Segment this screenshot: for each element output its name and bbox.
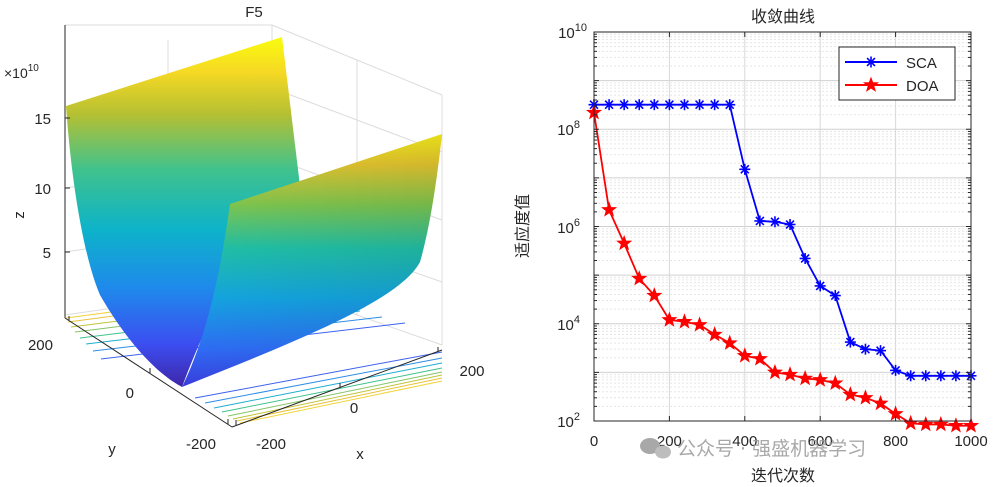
point-doa	[601, 201, 618, 217]
point-doa	[616, 234, 633, 251]
surface-z-tick-10: 10	[34, 181, 51, 198]
point-doa	[766, 363, 784, 380]
legend-sca-marker	[865, 56, 877, 68]
x-tick-0: 0	[590, 433, 598, 450]
y-tick-1e2: 102	[557, 411, 580, 431]
point-sca	[950, 370, 962, 382]
point-doa	[631, 270, 648, 286]
x-tick-600: 600	[808, 433, 833, 450]
point-sca	[890, 364, 902, 376]
surface-x-tick-200: 200	[459, 363, 484, 380]
point-doa	[932, 415, 949, 432]
point-sca	[754, 215, 766, 227]
x-tick-800: 800	[883, 433, 908, 450]
point-sca	[799, 252, 811, 264]
point-sca	[618, 99, 630, 111]
point-sca	[663, 99, 675, 111]
surface-y-tick-neg200: -200	[186, 436, 216, 453]
point-sca	[844, 336, 856, 348]
y-tick-1e6: 106	[557, 217, 580, 237]
surface-x-tick-neg200: -200	[256, 436, 286, 453]
point-sca	[905, 370, 917, 382]
point-sca	[829, 290, 841, 302]
point-sca	[694, 99, 706, 111]
point-doa	[947, 417, 964, 433]
legend-sca-label: SCA	[906, 55, 937, 72]
y-tick-1e8: 108	[557, 119, 580, 139]
point-doa	[721, 334, 738, 350]
watermark: 公众号 · 强盛机器学习	[640, 438, 866, 460]
convergence-x-label: 迭代次数	[751, 466, 815, 485]
point-doa	[917, 415, 934, 432]
y-tick-1e4: 104	[557, 314, 580, 334]
point-sca	[739, 163, 751, 175]
surface-z-tick-5: 5	[43, 245, 51, 262]
point-sca	[875, 345, 887, 357]
point-doa	[646, 287, 663, 303]
point-sca	[603, 99, 615, 111]
point-sca	[935, 370, 947, 382]
point-doa	[827, 374, 844, 391]
convergence-plot: 收敛曲线 迭代次数 适应度值 0 200 400 600 800 1000 10…	[513, 7, 988, 485]
surface-z-tick-15: 15	[34, 111, 51, 128]
point-doa	[751, 350, 768, 366]
convergence-series	[585, 99, 980, 433]
legend: SCA DOA	[838, 46, 956, 101]
point-sca	[724, 99, 736, 111]
surface-plot: F5 ×1010 15 10 5 z 200 0 -200 y -200 0 2…	[4, 4, 485, 463]
convergence-ticks	[593, 31, 972, 422]
point-doa	[661, 311, 678, 327]
point-sca	[769, 216, 781, 228]
point-sca	[814, 280, 826, 292]
convergence-y-label: 适应度值	[513, 194, 532, 258]
point-doa	[676, 313, 693, 329]
surface-x-label: x	[356, 446, 364, 463]
point-sca	[633, 99, 645, 111]
point-sca	[709, 99, 721, 111]
surface-y-tick-0: 0	[126, 385, 134, 402]
legend-sca-asterisk	[865, 56, 877, 68]
point-doa	[842, 386, 859, 402]
surface-y-tick-200: 200	[28, 337, 53, 354]
x-tick-1000: 1000	[954, 433, 987, 450]
surface-x-tick-0: 0	[350, 400, 358, 417]
surface-z-exponent: ×1010	[4, 63, 39, 81]
legend-doa-star	[862, 76, 880, 92]
point-sca	[648, 99, 660, 111]
point-doa	[691, 316, 708, 332]
surface-y-label: y	[108, 441, 116, 458]
point-doa	[872, 394, 889, 411]
point-doa	[857, 389, 874, 405]
legend-doa-label: DOA	[906, 78, 939, 95]
y-tick-1e10: 1010	[558, 22, 587, 42]
point-doa	[962, 417, 980, 433]
legend-doa-marker	[862, 76, 880, 92]
convergence-title: 收敛曲线	[751, 7, 815, 26]
wechat-icon	[640, 438, 671, 459]
surface-z-label: z	[11, 211, 28, 219]
point-doa	[797, 369, 814, 386]
watermark-text: 公众号 · 强盛机器学习	[677, 438, 866, 460]
surface-left-wall	[66, 37, 300, 387]
point-doa	[781, 366, 799, 382]
point-doa	[736, 347, 753, 363]
convergence-grid	[594, 32, 971, 422]
point-sca	[920, 370, 932, 382]
point-sca	[784, 218, 796, 230]
point-doa	[706, 326, 723, 342]
surface-axes-lines	[64, 25, 443, 428]
surface-title: F5	[245, 4, 263, 21]
point-sca	[859, 343, 871, 355]
point-doa	[812, 371, 829, 387]
point-sca	[678, 99, 690, 111]
x-tick-400: 400	[732, 433, 757, 450]
